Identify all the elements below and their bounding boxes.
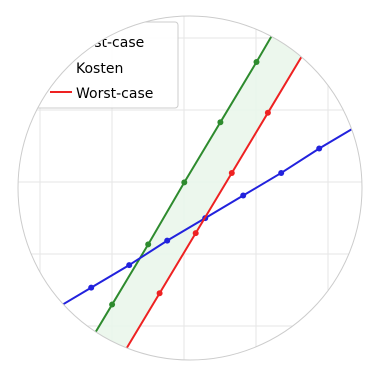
data-point-kosten [278,169,285,176]
data-point-kosten [50,307,57,314]
data-point-kosten [88,284,95,291]
data-point-best-case [290,0,296,3]
data-point-best-case [145,241,152,248]
data-point-worst-case [228,169,235,176]
data-point-kosten [240,192,247,199]
data-point-worst-case [120,350,127,357]
series-best-case [73,0,296,368]
data-point-best-case [253,59,260,66]
data-point-best-case [109,301,116,308]
data-point-kosten [126,262,133,269]
data-point-worst-case [301,49,307,56]
lens-border [17,15,363,361]
data-point-best-case [181,179,188,186]
shaded-region [76,16,341,360]
data-point-worst-case [156,290,163,297]
legend-label-best-case: Best-case [76,35,144,51]
legend-label-kosten: Kosten [76,61,123,77]
data-point-kosten [316,145,323,152]
data-point-best-case [217,119,224,126]
data-point-best-case [73,362,79,368]
data-point-kosten [354,122,361,129]
data-point-kosten [164,237,171,244]
data-point-worst-case [264,109,271,116]
data-point-worst-case [192,230,199,237]
legend: Best-case Kosten Worst-case [29,21,179,109]
legend-label-worst-case: Worst-case [76,86,153,102]
